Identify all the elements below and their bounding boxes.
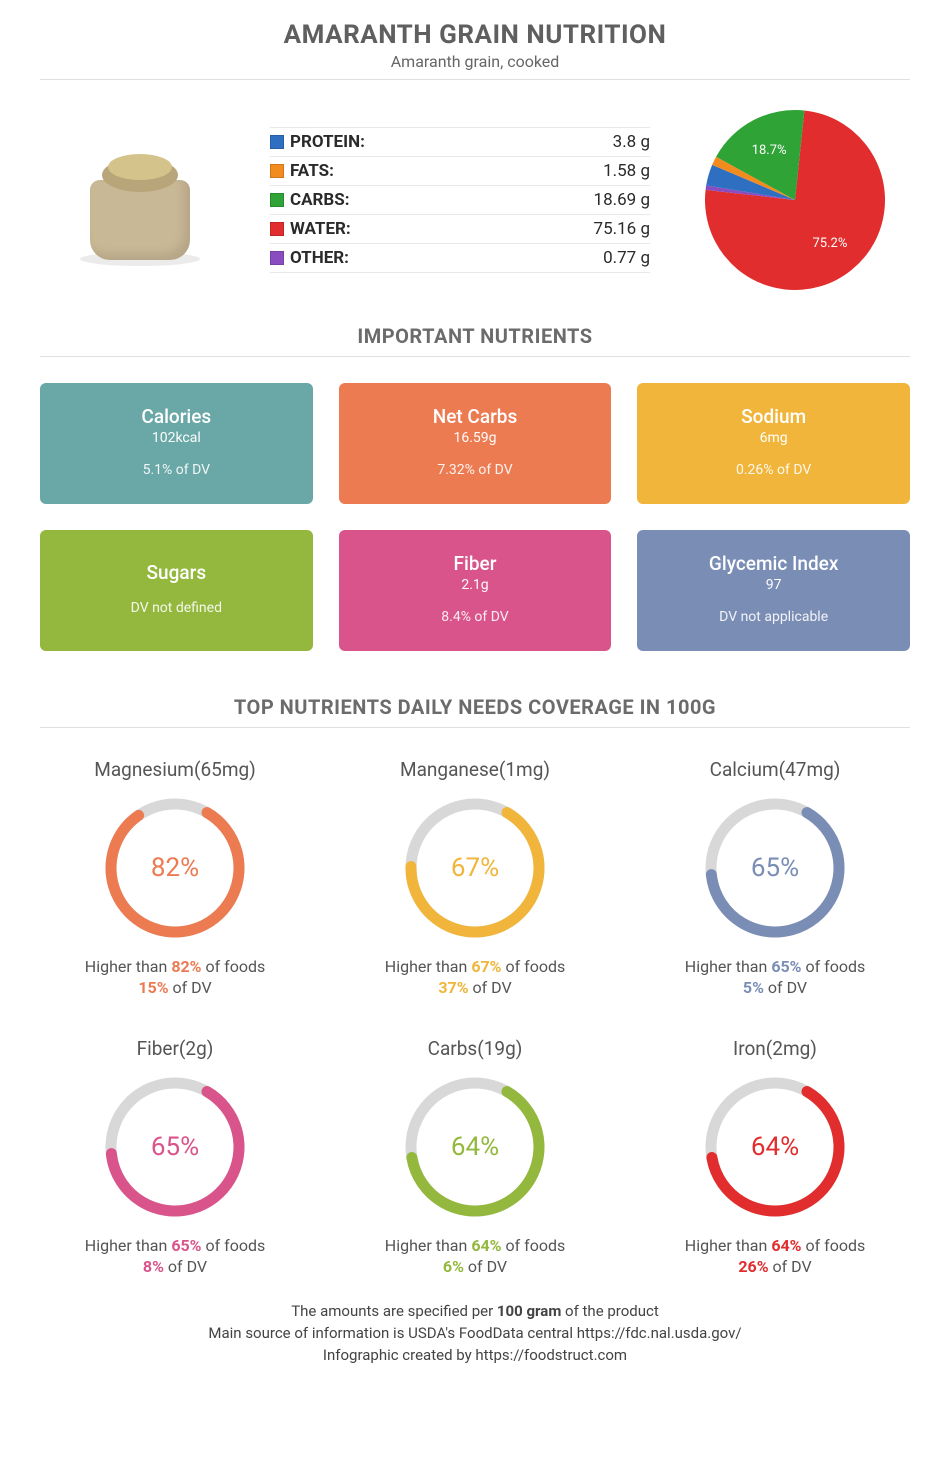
macro-table: PROTEIN: 3.8 g FATS: 1.58 g CARBS: 18.69 g WAT… — [270, 127, 650, 273]
donut-label: Iron(2mg) — [640, 1037, 910, 1060]
donut-item: Carbs(19g) 64% Higher than 64% of foods 6% … — [340, 1037, 610, 1276]
card-title: Sodium — [647, 405, 900, 428]
macro-label: OTHER: — [290, 248, 349, 268]
macro-label: WATER: — [290, 219, 351, 239]
nutrient-cards: Calories 102kcal 5.1% of DV Net Carbs 16.59g… — [40, 383, 910, 651]
divider — [40, 727, 910, 728]
macro-label: PROTEIN: — [290, 132, 365, 152]
footer-line-3: Infographic created by https://foodstruc… — [40, 1346, 910, 1364]
footer-text: The amounts are specified per — [291, 1302, 497, 1320]
food-image — [40, 125, 240, 275]
donut-higher-text: Higher than 82% of foods — [40, 957, 310, 976]
donut-item: Fiber(2g) 65% Higher than 65% of foods 8% o… — [40, 1037, 310, 1276]
donut-percent: 64% — [400, 1072, 550, 1222]
pie-chart: 75.2% 18.7% — [680, 100, 910, 300]
footer-line-2: Main source of information is USDA's Foo… — [40, 1324, 910, 1342]
donut-label: Manganese(1mg) — [340, 758, 610, 781]
donut-dv-text: 15% of DV — [40, 978, 310, 997]
card-value: 97 — [647, 577, 900, 593]
page: AMARANTH GRAIN NUTRITION Amaranth grain,… — [0, 0, 950, 1388]
nutrient-card: Calories 102kcal 5.1% of DV — [40, 383, 313, 504]
divider — [40, 79, 910, 80]
divider — [40, 356, 910, 357]
donut-item: Calcium(47mg) 65% Higher than 65% of foods… — [640, 758, 910, 997]
donut-percent: 65% — [100, 1072, 250, 1222]
page-title: AMARANTH GRAIN NUTRITION — [40, 20, 910, 50]
donut-item: Magnesium(65mg) 82% Higher than 82% of foo… — [40, 758, 310, 997]
donut-higher-text: Higher than 65% of foods — [640, 957, 910, 976]
donut-label: Fiber(2g) — [40, 1037, 310, 1060]
nutrient-card: Fiber 2.1g 8.4% of DV — [339, 530, 612, 651]
macro-value: 18.69 g — [594, 190, 650, 210]
card-title: Calories — [50, 405, 303, 428]
card-dv: 5.1% of DV — [50, 462, 303, 478]
color-swatch — [270, 135, 284, 149]
macro-value: 3.8 g — [613, 132, 650, 152]
nutrient-card: Sodium 6mg 0.26% of DV — [637, 383, 910, 504]
donut-grid: Magnesium(65mg) 82% Higher than 82% of foo… — [40, 758, 910, 1276]
nutrient-card: Sugars DV not defined — [40, 530, 313, 651]
donut-dv-text: 6% of DV — [340, 1257, 610, 1276]
card-dv: 0.26% of DV — [647, 462, 900, 478]
page-subtitle: Amaranth grain, cooked — [40, 52, 910, 71]
card-dv: 7.32% of DV — [349, 462, 602, 478]
donut-label: Calcium(47mg) — [640, 758, 910, 781]
header: AMARANTH GRAIN NUTRITION Amaranth grain,… — [40, 20, 910, 71]
macro-label: CARBS: — [290, 190, 350, 210]
donut-dv-text: 5% of DV — [640, 978, 910, 997]
nutrient-card: Glycemic Index 97 DV not applicable — [637, 530, 910, 651]
macro-value: 75.16 g — [594, 219, 650, 239]
donut-percent: 67% — [400, 793, 550, 943]
card-title: Glycemic Index — [647, 552, 900, 575]
card-value: 16.59g — [349, 430, 602, 446]
macro-label: FATS: — [290, 161, 334, 181]
pie-slice-label: 75.2% — [813, 236, 848, 251]
footer-text: of the product — [561, 1302, 658, 1320]
card-title: Fiber — [349, 552, 602, 575]
nutrient-card: Net Carbs 16.59g 7.32% of DV — [339, 383, 612, 504]
donut-higher-text: Higher than 64% of foods — [640, 1236, 910, 1255]
card-value: 6mg — [647, 430, 900, 446]
donut-dv-text: 26% of DV — [640, 1257, 910, 1276]
macro-row: PROTEIN: 3.8 g — [270, 127, 650, 156]
card-value: 102kcal — [50, 430, 303, 446]
card-dv: DV not applicable — [647, 609, 900, 625]
sack-icon — [80, 140, 200, 260]
color-swatch — [270, 164, 284, 178]
macro-row: OTHER: 0.77 g — [270, 243, 650, 273]
macro-value: 1.58 g — [603, 161, 650, 181]
macro-value: 0.77 g — [603, 248, 650, 268]
donut-higher-text: Higher than 64% of foods — [340, 1236, 610, 1255]
color-swatch — [270, 222, 284, 236]
donut-higher-text: Higher than 65% of foods — [40, 1236, 310, 1255]
footer-bold: 100 gram — [497, 1302, 561, 1320]
macro-row: FATS: 1.58 g — [270, 156, 650, 185]
card-value: 2.1g — [349, 577, 602, 593]
donut-item: Manganese(1mg) 67% Higher than 67% of food… — [340, 758, 610, 997]
summary-row: PROTEIN: 3.8 g FATS: 1.58 g CARBS: 18.69 g WAT… — [40, 100, 910, 300]
pie-slice-label: 18.7% — [752, 143, 787, 158]
donut-dv-text: 37% of DV — [340, 978, 610, 997]
donut-percent: 82% — [100, 793, 250, 943]
card-title: Net Carbs — [349, 405, 602, 428]
macro-row: CARBS: 18.69 g — [270, 185, 650, 214]
card-dv: 8.4% of DV — [349, 609, 602, 625]
color-swatch — [270, 193, 284, 207]
color-swatch — [270, 251, 284, 265]
donut-dv-text: 8% of DV — [40, 1257, 310, 1276]
section-title-coverage: TOP NUTRIENTS DAILY NEEDS COVERAGE IN 10… — [40, 695, 910, 719]
footer: The amounts are specified per 100 gram o… — [40, 1302, 910, 1364]
donut-percent: 64% — [700, 1072, 850, 1222]
donut-item: Iron(2mg) 64% Higher than 64% of foods 26% … — [640, 1037, 910, 1276]
donut-percent: 65% — [700, 793, 850, 943]
card-title: Sugars — [50, 561, 303, 584]
macro-row: WATER: 75.16 g — [270, 214, 650, 243]
section-title-nutrients: IMPORTANT NUTRIENTS — [40, 324, 910, 348]
donut-higher-text: Higher than 67% of foods — [340, 957, 610, 976]
donut-label: Carbs(19g) — [340, 1037, 610, 1060]
donut-label: Magnesium(65mg) — [40, 758, 310, 781]
footer-line-1: The amounts are specified per 100 gram o… — [40, 1302, 910, 1320]
card-dv: DV not defined — [50, 600, 303, 616]
